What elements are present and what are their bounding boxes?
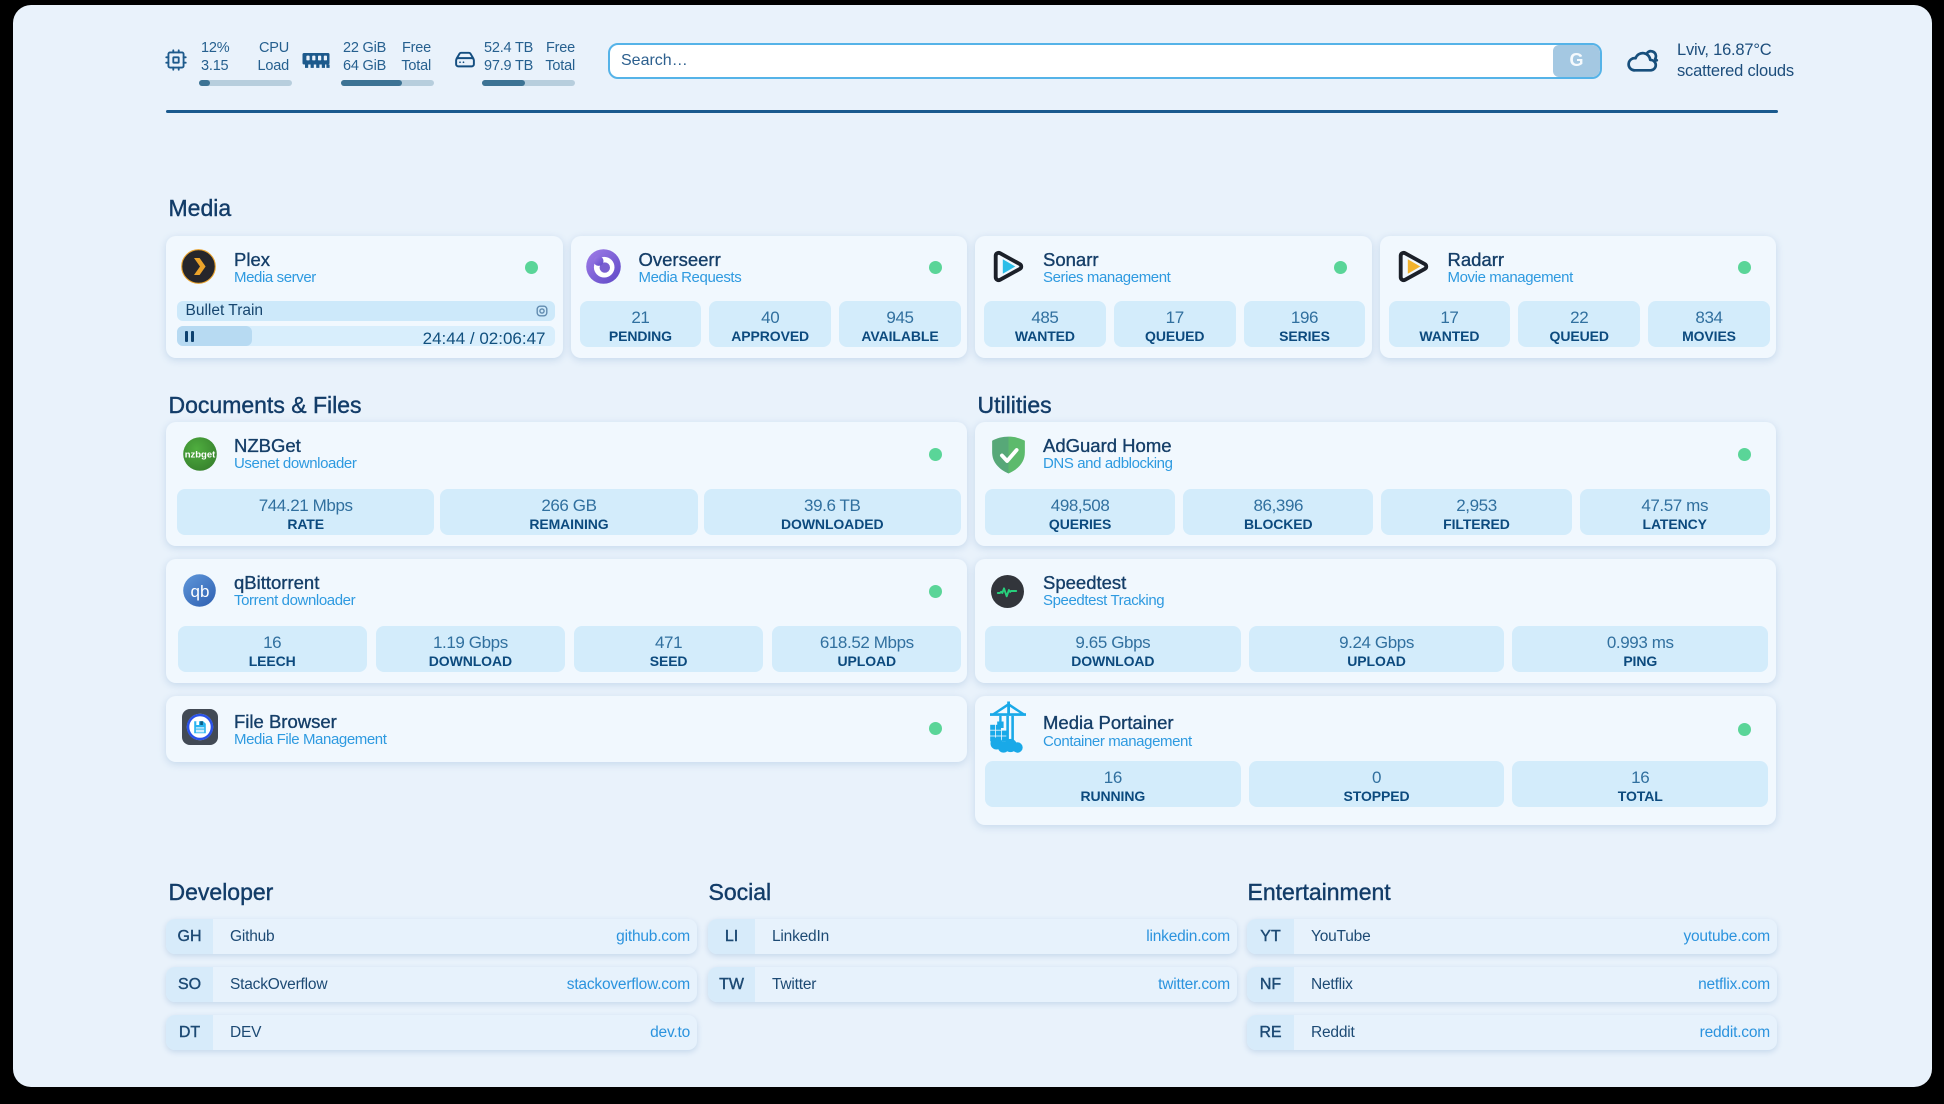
svg-text:qb: qb	[191, 582, 210, 601]
svg-text:nzbget: nzbget	[185, 450, 216, 461]
